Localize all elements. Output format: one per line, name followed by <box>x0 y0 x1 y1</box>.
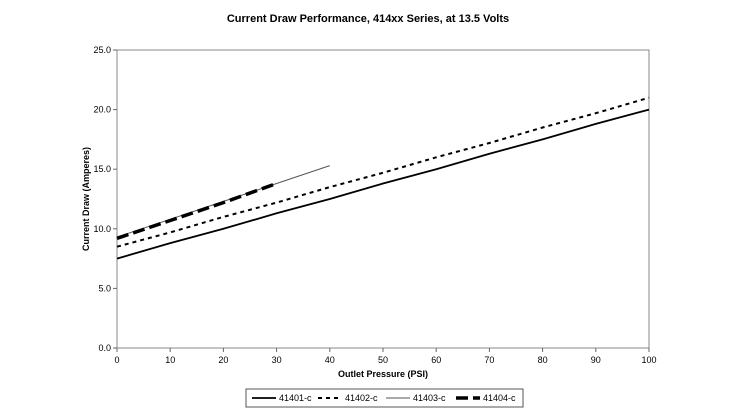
series-line-41404-c <box>116 181 278 240</box>
y-tick-label: 20.0 <box>93 105 111 115</box>
y-tick-label: 0.0 <box>98 343 111 353</box>
y-axis-label: Current Draw (Amperes) <box>81 147 91 251</box>
x-tick-label: 90 <box>591 355 601 365</box>
series-line-41401-c <box>116 108 650 260</box>
x-tick-label: 100 <box>641 355 656 365</box>
x-tick-label: 50 <box>378 355 388 365</box>
chart-title: Current Draw Performance, 414xx Series, … <box>227 13 509 25</box>
y-tick-label: 15.0 <box>93 164 111 174</box>
y-tick-label: 10.0 <box>93 224 111 234</box>
legend-label: 41403-c <box>413 393 446 403</box>
series-lines <box>116 96 650 260</box>
legend-label: 41404-c <box>483 393 516 403</box>
plot-area <box>116 49 650 349</box>
legend-label: 41401-c <box>279 393 312 403</box>
legend-label: 41402-c <box>345 393 378 403</box>
legend-box <box>245 388 524 408</box>
y-tick-label: 5.0 <box>98 283 111 293</box>
x-tick-label: 30 <box>272 355 282 365</box>
x-tick-label: 20 <box>218 355 228 365</box>
legend: 41401-c 41402-c 41403-c 41404-c <box>245 388 524 408</box>
x-tick-label: 10 <box>165 355 175 365</box>
x-axis-label: Outlet Pressure (PSI) <box>338 369 428 379</box>
y-tick-label: 25.0 <box>93 45 111 55</box>
y-axis-ticks: 0.0 5.0 10.0 15.0 20.0 25.0 <box>93 45 117 353</box>
x-tick-label: 40 <box>325 355 335 365</box>
x-tick-label: 60 <box>431 355 441 365</box>
x-tick-label: 70 <box>484 355 494 365</box>
x-tick-label: 0 <box>114 355 119 365</box>
x-axis-ticks: 0 10 20 30 40 50 60 70 80 90 100 <box>114 348 657 365</box>
x-tick-label: 80 <box>538 355 548 365</box>
